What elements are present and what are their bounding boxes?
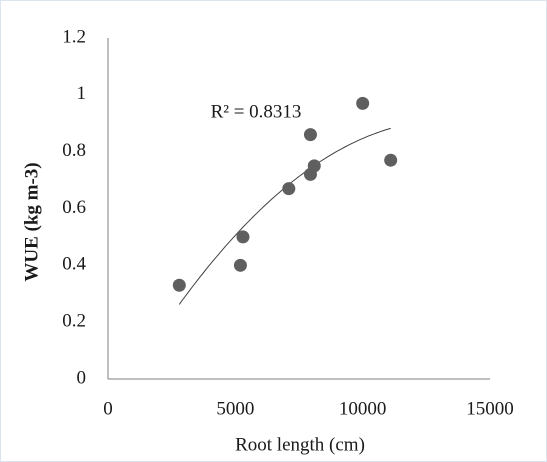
point <box>356 96 370 110</box>
point <box>233 258 247 272</box>
y-axis-title: WUE (kg m-3) <box>21 162 42 281</box>
y-tick-label: 1.2 <box>62 26 86 47</box>
x-tick-label: 5000 <box>216 398 254 419</box>
y-tick-label: 0.8 <box>62 140 86 161</box>
y-tick-label: 0.4 <box>62 254 86 275</box>
y-tick-label: 0.2 <box>62 311 86 332</box>
x-axis-title: Root length (cm) <box>235 434 365 455</box>
y-tick-label: 0.6 <box>62 197 86 218</box>
point <box>384 153 398 167</box>
x-tick-label: 0 <box>103 398 113 419</box>
annotation: R² = 0.8313 <box>211 101 302 122</box>
trendline <box>178 127 391 305</box>
point <box>282 182 296 196</box>
point <box>307 159 321 173</box>
point <box>236 230 250 244</box>
x-tick-label: 10000 <box>339 398 387 419</box>
point <box>172 278 186 292</box>
y-tick-label: 1 <box>77 83 87 104</box>
y-tick-label: 0 <box>77 367 87 388</box>
x-tick-label: 15000 <box>466 398 514 419</box>
point <box>303 128 317 142</box>
